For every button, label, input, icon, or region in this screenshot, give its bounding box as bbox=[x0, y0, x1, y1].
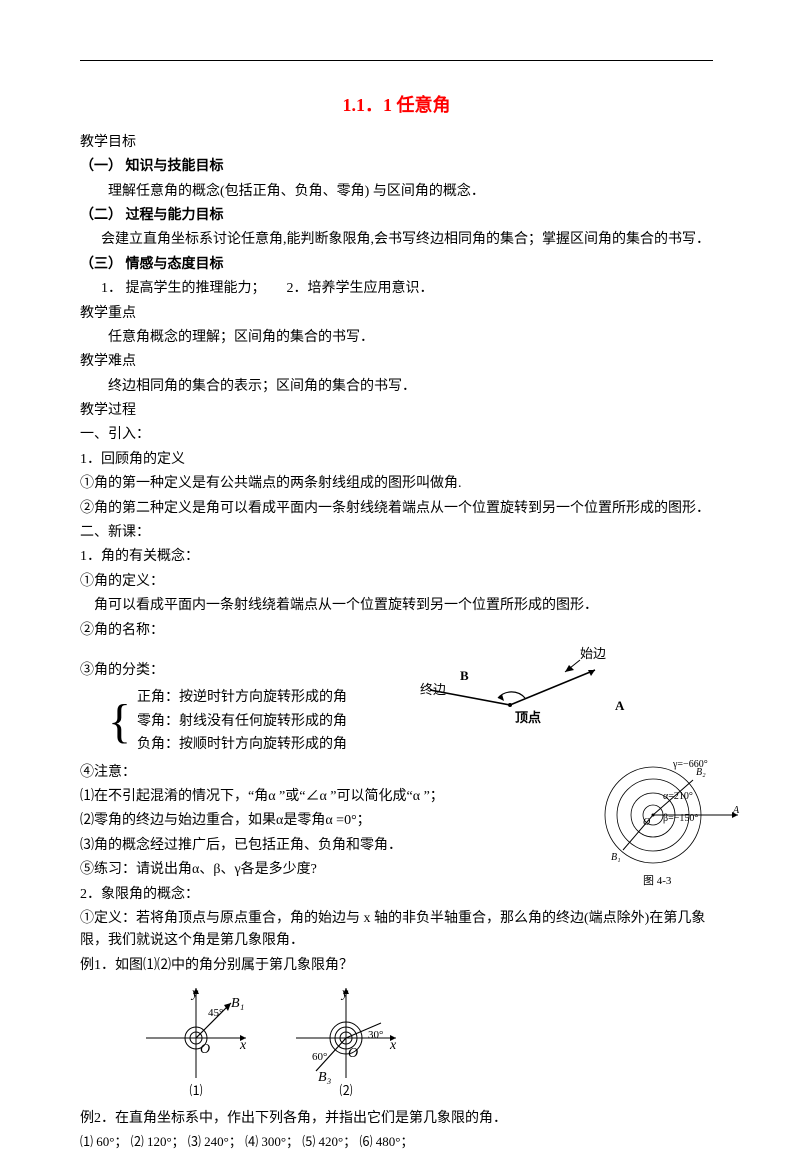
c2-y: y bbox=[342, 983, 348, 1005]
g2-heading: （二） 过程与能力目标 bbox=[80, 208, 224, 223]
cls-neg: 负角：按顺时针方向旋转形成的角 bbox=[137, 734, 347, 756]
xin1: 1．角的有关概念： bbox=[80, 546, 713, 568]
top-rule bbox=[80, 60, 713, 61]
c2-caption: ⑵ bbox=[286, 1081, 406, 1102]
ex1: 例1．如图⑴⑵中的角分别属于第几象限角？ bbox=[80, 955, 713, 977]
zhong-heading: 教学重点 bbox=[80, 303, 713, 325]
c1-y: y bbox=[192, 983, 198, 1005]
xin1a-text: 角可以看成平面内一条射线绕着端点从一个位置旋转到另一个位置所形成的图形． bbox=[80, 595, 713, 617]
c2-x: x bbox=[390, 1035, 396, 1057]
yin1a: ①角的第一种定义是有公共端点的两条射线组成的图形叫做角. bbox=[80, 473, 713, 495]
coord-2: y x O 30° 60° B₃ ⑵ bbox=[286, 983, 406, 1102]
spiral-beta: β=−150° bbox=[663, 811, 698, 827]
spiral-caption: 图 4-3 bbox=[643, 873, 671, 891]
label-ding: 顶点 bbox=[515, 708, 541, 729]
c1-caption: ⑴ bbox=[136, 1081, 256, 1102]
g3-text: 1． 提高学生的推理能力； 2．培养学生应用意识． bbox=[80, 278, 713, 300]
c1-O: O bbox=[200, 1039, 210, 1061]
g1-text: 理解任意角的概念(包括正角、负角、零角) 与区间角的概念． bbox=[80, 181, 713, 203]
c2-30: 30° bbox=[368, 1027, 383, 1045]
spiral-B1: B₁ bbox=[611, 850, 621, 866]
zhong-text: 任意角概念的理解；区间角的集合的书写． bbox=[80, 327, 713, 349]
yin1b: ②角的第二种定义是角可以看成平面内一条射线绕着端点从一个位置旋转到另一个位置所形… bbox=[80, 498, 713, 520]
quad-def: ①定义：若将角顶点与原点重合，角的始边与 x 轴的非负半轴重合，那么角的终边(端… bbox=[80, 908, 713, 953]
ex2-list: ⑴ 60°； ⑵ 120°； ⑶ 240°； ⑷ 300°； ⑸ 420°； ⑹… bbox=[80, 1132, 713, 1153]
cls-zero: 零角：射线没有任何旋转形成的角 bbox=[137, 711, 347, 733]
label-shi: 始边 bbox=[580, 644, 606, 665]
g1-heading: （一） 知识与技能目标 bbox=[80, 159, 224, 174]
brace-icon: { bbox=[108, 698, 131, 746]
page-title: 1.1．1 任意角 bbox=[80, 91, 713, 120]
label-zhong: 终边 bbox=[420, 680, 446, 701]
example1-diagrams: y x O B₁ 45° ⑴ bbox=[136, 983, 713, 1102]
main-text: 教学目标 （一） 知识与技能目标 理解任意角的概念(包括正角、负角、零角) 与区… bbox=[80, 132, 713, 1153]
spiral-B2: B₂ bbox=[696, 765, 706, 781]
figure-4-3: γ=−660° α=210° β=−150° A B₁ B₂ O 图 4-3 bbox=[593, 755, 743, 895]
coord-1: y x O B₁ 45° ⑴ bbox=[136, 983, 256, 1102]
spiral-O: O bbox=[643, 815, 650, 831]
svg-text:B: B bbox=[460, 668, 469, 683]
nan-heading: 教学难点 bbox=[80, 351, 713, 373]
c2-B3: B₃ bbox=[318, 1067, 331, 1089]
goal-heading: 教学目标 bbox=[80, 132, 713, 154]
yin-heading: 一、引入： bbox=[80, 424, 713, 446]
yin1: 1．回顾角的定义 bbox=[80, 449, 713, 471]
g2-text: 会建立直角坐标系讨论任意角,能判断象限角,会书写终边相同角的集合；掌握区间角的集… bbox=[80, 229, 713, 251]
c1-B1: B₁ bbox=[231, 993, 244, 1015]
cls-pos: 正角：按逆时针方向旋转形成的角 bbox=[137, 687, 347, 709]
c1-x: x bbox=[240, 1035, 246, 1057]
angle-name-diagram: B A 始边 终边 顶点 bbox=[420, 650, 640, 730]
xin1b: ②角的名称： bbox=[80, 620, 713, 642]
xin1a: ①角的定义： bbox=[80, 571, 713, 593]
c2-O: O bbox=[348, 1043, 358, 1065]
nan-text: 终边相同角的集合的表示；区间角的集合的书写． bbox=[80, 376, 713, 398]
xin-heading: 二、新课： bbox=[80, 522, 713, 544]
c1-45: 45° bbox=[208, 1005, 223, 1023]
spiral-A: A bbox=[733, 803, 739, 819]
ex2: 例2．在直角坐标系中，作出下列各角，并指出它们是第几象限的角． bbox=[80, 1108, 713, 1130]
spiral-alpha: α=210° bbox=[663, 789, 693, 805]
c2-60: 60° bbox=[312, 1049, 327, 1067]
svg-text:A: A bbox=[615, 698, 625, 713]
g3-heading: （三） 情感与态度目标 bbox=[80, 257, 224, 272]
proc-heading: 教学过程 bbox=[80, 400, 713, 422]
